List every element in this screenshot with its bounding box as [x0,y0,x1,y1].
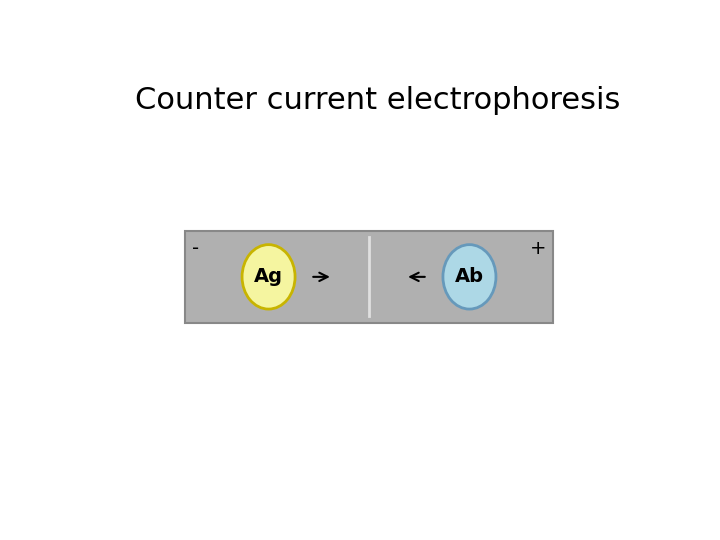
Ellipse shape [242,245,295,309]
Bar [185,231,553,322]
Text: +: + [530,239,546,259]
Ellipse shape [443,245,496,309]
Text: Ab: Ab [455,267,484,286]
Text: Counter current electrophoresis: Counter current electrophoresis [135,85,620,114]
Text: -: - [192,239,199,259]
Text: Ag: Ag [254,267,283,286]
